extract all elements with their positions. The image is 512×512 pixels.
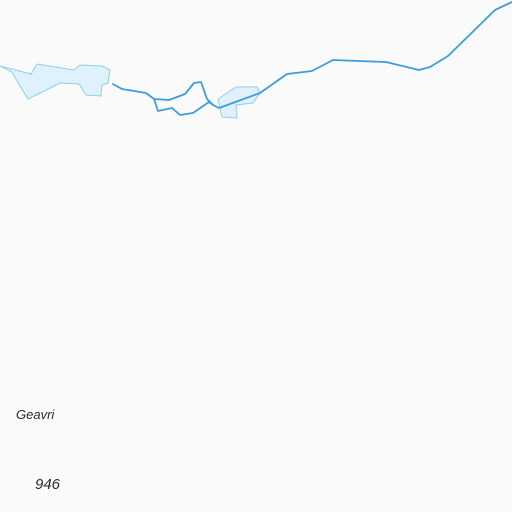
stream — [112, 81, 214, 116]
lake-west — [0, 63, 111, 100]
place-label-geavri: Geavri — [16, 407, 55, 422]
elevation-label: 946 — [35, 476, 61, 493]
stream-east — [212, 1, 512, 109]
lake-east — [217, 86, 261, 119]
